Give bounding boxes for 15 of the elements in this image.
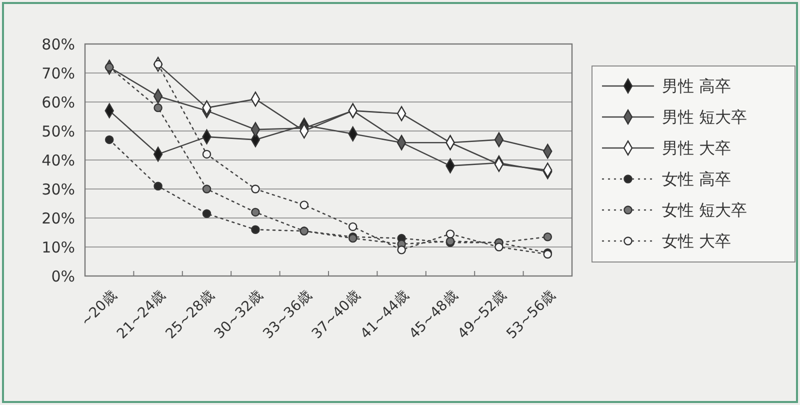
- legend-label: 女性 短大卒: [662, 200, 748, 220]
- y-tick-label: 50%: [42, 122, 75, 140]
- legend-label: 男性 大卒: [662, 138, 732, 158]
- y-tick-label: 20%: [42, 209, 75, 228]
- y-tick-label: 10%: [42, 238, 75, 256]
- y-tick-label: 70%: [42, 64, 75, 82]
- y-tick-label: 30%: [42, 180, 75, 198]
- legend-label: 男性 高卒: [662, 76, 732, 96]
- y-tick-label: 80%: [42, 35, 75, 54]
- legend-label: 女性 高卒: [662, 170, 732, 189]
- legend-label: 男性 短大卒: [662, 108, 748, 127]
- y-tick-label: 60%: [42, 93, 75, 112]
- y-tick-label: 40%: [42, 151, 75, 170]
- legend-label: 女性 大卒: [662, 232, 732, 251]
- y-tick-label: 0%: [51, 267, 75, 286]
